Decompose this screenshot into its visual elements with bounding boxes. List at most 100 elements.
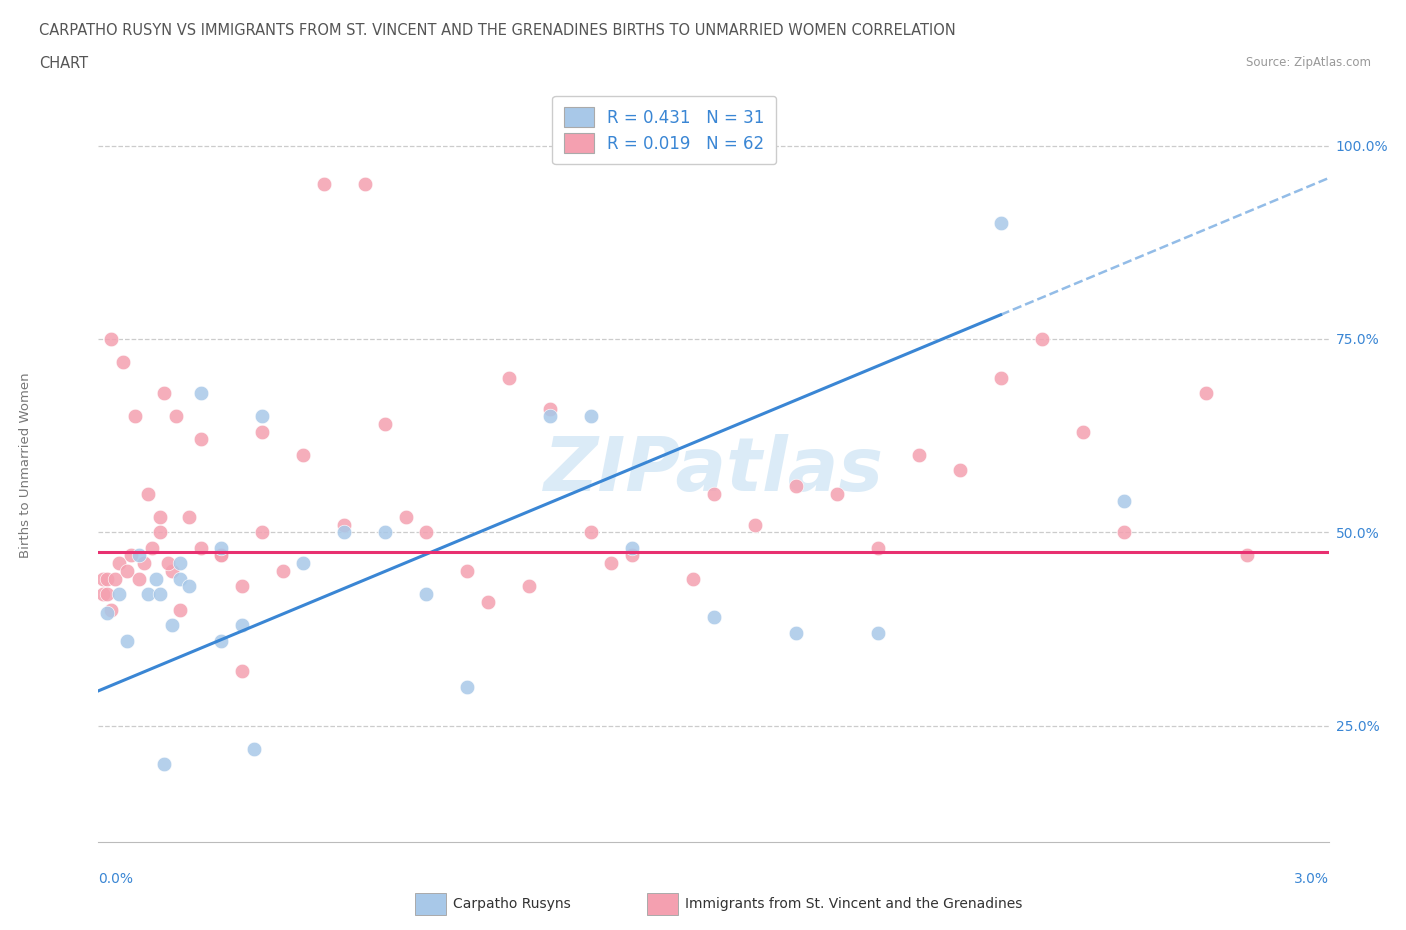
Point xyxy=(153,757,176,772)
Point xyxy=(538,401,561,416)
Point xyxy=(112,354,135,369)
Point xyxy=(333,525,356,539)
Point xyxy=(162,564,183,578)
Point xyxy=(292,556,315,571)
Point xyxy=(165,409,187,424)
Point xyxy=(579,409,602,424)
Point xyxy=(600,556,623,571)
Point xyxy=(96,571,118,586)
Point xyxy=(744,517,766,532)
Point xyxy=(333,517,356,532)
Text: 3.0%: 3.0% xyxy=(1294,871,1329,886)
Point xyxy=(866,625,889,640)
Point xyxy=(145,571,167,586)
Point xyxy=(141,540,163,555)
Point xyxy=(620,540,643,555)
Point xyxy=(136,587,159,602)
Point xyxy=(211,633,233,648)
Point xyxy=(96,587,118,602)
Point xyxy=(211,540,233,555)
Point xyxy=(190,432,212,447)
Point xyxy=(907,447,929,462)
Point xyxy=(211,548,233,563)
Point xyxy=(1195,386,1218,401)
Point xyxy=(162,618,183,632)
Point xyxy=(190,386,212,401)
Point xyxy=(682,571,704,586)
Point xyxy=(108,587,131,602)
Point xyxy=(785,478,807,493)
Point xyxy=(108,556,131,571)
Point xyxy=(149,510,172,525)
Point xyxy=(1112,525,1135,539)
Point xyxy=(149,525,172,539)
Point xyxy=(620,548,643,563)
Text: Immigrants from St. Vincent and the Grenadines: Immigrants from St. Vincent and the Gren… xyxy=(685,897,1022,911)
Point xyxy=(703,610,725,625)
Point xyxy=(456,564,478,578)
Point xyxy=(177,579,200,594)
Text: 0.0%: 0.0% xyxy=(98,871,134,886)
Point xyxy=(115,633,138,648)
Point xyxy=(91,587,114,602)
Point xyxy=(243,741,266,756)
Point xyxy=(1031,331,1053,346)
Point xyxy=(149,587,172,602)
Point xyxy=(157,556,180,571)
Point xyxy=(1112,494,1135,509)
Point xyxy=(292,447,315,462)
Point xyxy=(177,510,200,525)
Point xyxy=(1236,548,1258,563)
Point xyxy=(703,486,725,501)
Text: Carpatho Rusyns: Carpatho Rusyns xyxy=(453,897,571,911)
Point xyxy=(100,603,122,618)
Text: ZIPatlas: ZIPatlas xyxy=(544,433,883,507)
Point xyxy=(517,579,540,594)
Point xyxy=(91,571,114,586)
Point xyxy=(477,594,499,609)
Point xyxy=(128,548,150,563)
Text: Births to Unmarried Women: Births to Unmarried Women xyxy=(18,372,32,558)
Point xyxy=(169,571,191,586)
Point xyxy=(252,409,274,424)
Point xyxy=(271,564,294,578)
Point xyxy=(169,603,191,618)
Point xyxy=(231,618,253,632)
Point xyxy=(128,571,150,586)
Point xyxy=(990,370,1012,385)
Point xyxy=(115,564,138,578)
Point xyxy=(120,548,142,563)
Point xyxy=(579,525,602,539)
Point xyxy=(415,525,437,539)
Point xyxy=(1071,424,1094,439)
Point xyxy=(169,556,191,571)
Point xyxy=(252,525,274,539)
Point xyxy=(866,540,889,555)
Point xyxy=(990,216,1012,231)
Point xyxy=(354,177,377,192)
Point xyxy=(374,417,396,432)
Point xyxy=(231,664,253,679)
Point xyxy=(132,556,155,571)
Point xyxy=(104,571,127,586)
Text: CARPATHO RUSYN VS IMMIGRANTS FROM ST. VINCENT AND THE GRENADINES BIRTHS TO UNMAR: CARPATHO RUSYN VS IMMIGRANTS FROM ST. VI… xyxy=(39,23,956,38)
Point xyxy=(124,409,146,424)
Point xyxy=(456,680,478,695)
Point xyxy=(785,625,807,640)
Text: CHART: CHART xyxy=(39,56,89,71)
Point xyxy=(252,424,274,439)
Point xyxy=(136,486,159,501)
Text: Source: ZipAtlas.com: Source: ZipAtlas.com xyxy=(1246,56,1371,69)
Point xyxy=(211,548,233,563)
Point xyxy=(395,510,418,525)
Point xyxy=(153,386,176,401)
Point xyxy=(190,540,212,555)
Point xyxy=(312,177,335,192)
Point xyxy=(825,486,848,501)
Point xyxy=(538,409,561,424)
Point xyxy=(498,370,520,385)
Point xyxy=(415,587,437,602)
Point xyxy=(374,525,396,539)
Legend: R = 0.431   N = 31, R = 0.019   N = 62: R = 0.431 N = 31, R = 0.019 N = 62 xyxy=(553,96,776,165)
Point xyxy=(231,579,253,594)
